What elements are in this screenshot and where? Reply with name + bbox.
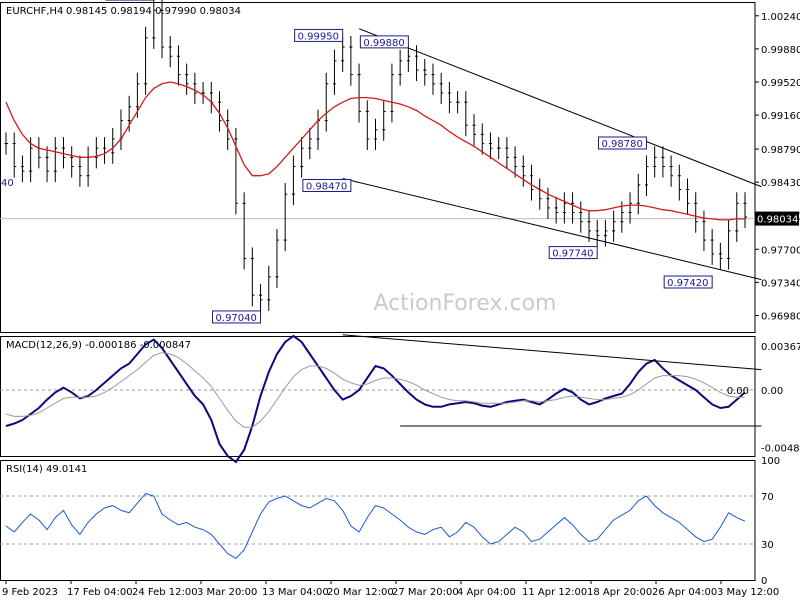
x-tick-label: 9 Feb 2023 (2, 587, 58, 598)
price-level-label: 0.98470 (306, 181, 347, 192)
current-price-label: 0.98034 (757, 215, 798, 226)
price-level-label: 0.98780 (601, 139, 642, 150)
price-y-tick-label: 0.97700 (761, 245, 800, 256)
chart-symbol: EURCHF,H4 (6, 6, 63, 17)
price-level-label: 0.97420 (667, 278, 708, 289)
price-level-label: 0.99880 (363, 38, 404, 49)
x-tick-label: 24 Feb 12:00 (132, 587, 198, 598)
price-level-label: 0.99950 (298, 31, 339, 42)
x-tick-label: 3 May 12:00 (717, 587, 779, 598)
price-y-tick-label: 0.99520 (761, 78, 800, 89)
rsi-y-tick-label: 30 (761, 540, 774, 551)
macd-zero-label: 0.00 (727, 386, 749, 397)
x-tick-label: 26 Apr 04:00 (652, 587, 717, 598)
x-tick-label: 27 Mar 20:00 (392, 587, 459, 598)
price-y-tick-label: 0.98790 (761, 145, 800, 156)
macd-y-tick-label: 0.003679 (761, 342, 800, 353)
rsi-y-tick-label: 0 (761, 576, 767, 587)
rsi-title: RSI(14) 49.0141 (6, 464, 87, 475)
price-level-label: 1.00400 (109, 0, 150, 1)
price-y-tick-label: 0.96980 (761, 311, 800, 322)
watermark: ActionForex.com (374, 291, 557, 316)
x-tick-label: 17 Feb 04:00 (67, 587, 133, 598)
macd-y-tick-label: -0.0048 (761, 444, 800, 455)
left-edge-price-label: 40 (1, 178, 14, 189)
price-y-tick-label: 0.99880 (761, 45, 800, 56)
x-tick-label: 11 Apr 12:00 (522, 587, 587, 598)
price-level-label: 0.97040 (216, 313, 257, 324)
rsi-y-tick-label: 100 (761, 456, 780, 467)
price-y-tick-label: 1.00240 (761, 12, 800, 23)
x-tick-label: 18 Apr 20:00 (587, 587, 652, 598)
price-y-tick-label: 0.98430 (761, 178, 800, 189)
x-tick-label: 4 Apr 04:00 (457, 587, 516, 598)
price-level-label: 0.97740 (552, 249, 593, 260)
price-y-tick-label: 0.97340 (761, 278, 800, 289)
macd-y-tick-label: 0.00 (761, 386, 783, 397)
rsi-y-tick-label: 70 (761, 492, 774, 503)
x-tick-label: 20 Mar 12:00 (327, 587, 394, 598)
x-tick-label: 13 Mar 04:00 (262, 587, 329, 598)
price-y-tick-label: 0.99160 (761, 111, 800, 122)
x-tick-label: 3 Mar 20:00 (197, 587, 257, 598)
